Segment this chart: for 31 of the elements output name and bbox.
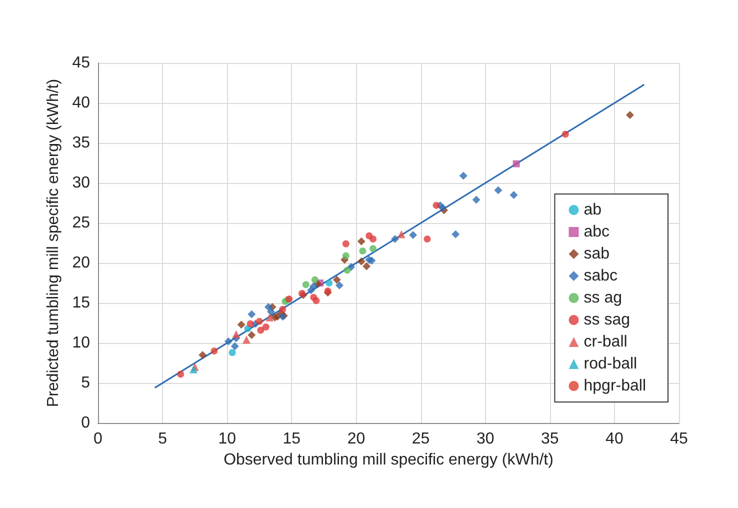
- legend-label: rod-ball: [584, 356, 638, 372]
- y-tick-label: 20: [72, 254, 90, 272]
- y-tick-label: 45: [72, 54, 90, 72]
- y-tick-label: 30: [72, 174, 90, 192]
- x-tick-label: 15: [282, 430, 301, 448]
- y-tick-label: 35: [72, 134, 90, 152]
- x-tick-label: 5: [158, 430, 168, 448]
- y-tick-label: 5: [81, 374, 90, 392]
- x-tick-label: 25: [412, 430, 430, 448]
- x-tick-label: 10: [218, 430, 236, 448]
- x-tick-label: 45: [670, 430, 688, 448]
- x-tick-label: 0: [94, 430, 103, 448]
- y-tick-label: 0: [81, 414, 90, 432]
- x-tick-label: 20: [347, 430, 366, 448]
- x-axis-title: Observed tumbling mill specific energy (kWh/t): [224, 451, 554, 468]
- y-tick-label: 40: [72, 94, 90, 112]
- y-tick-label: 15: [72, 294, 90, 312]
- legend-label: sabc: [584, 268, 618, 284]
- legend-label: abc: [584, 224, 610, 240]
- x-tick-label: 30: [476, 430, 494, 448]
- legend-label: hpgr-ball: [584, 378, 646, 394]
- legend-label: ss sag: [584, 312, 630, 328]
- y-tick-label: 25: [72, 214, 90, 232]
- legend-label: sab: [584, 246, 610, 262]
- y-axis-title: Predicted tumbling mill specific energy (kWh/t): [44, 78, 62, 408]
- legend-label: ss ag: [584, 290, 622, 306]
- legend-label: ab: [584, 202, 602, 218]
- x-tick-label: 40: [606, 430, 624, 448]
- y-tick-label: 10: [72, 334, 90, 352]
- x-tick-label: 35: [540, 430, 559, 448]
- legend-label: cr-ball: [584, 334, 628, 350]
